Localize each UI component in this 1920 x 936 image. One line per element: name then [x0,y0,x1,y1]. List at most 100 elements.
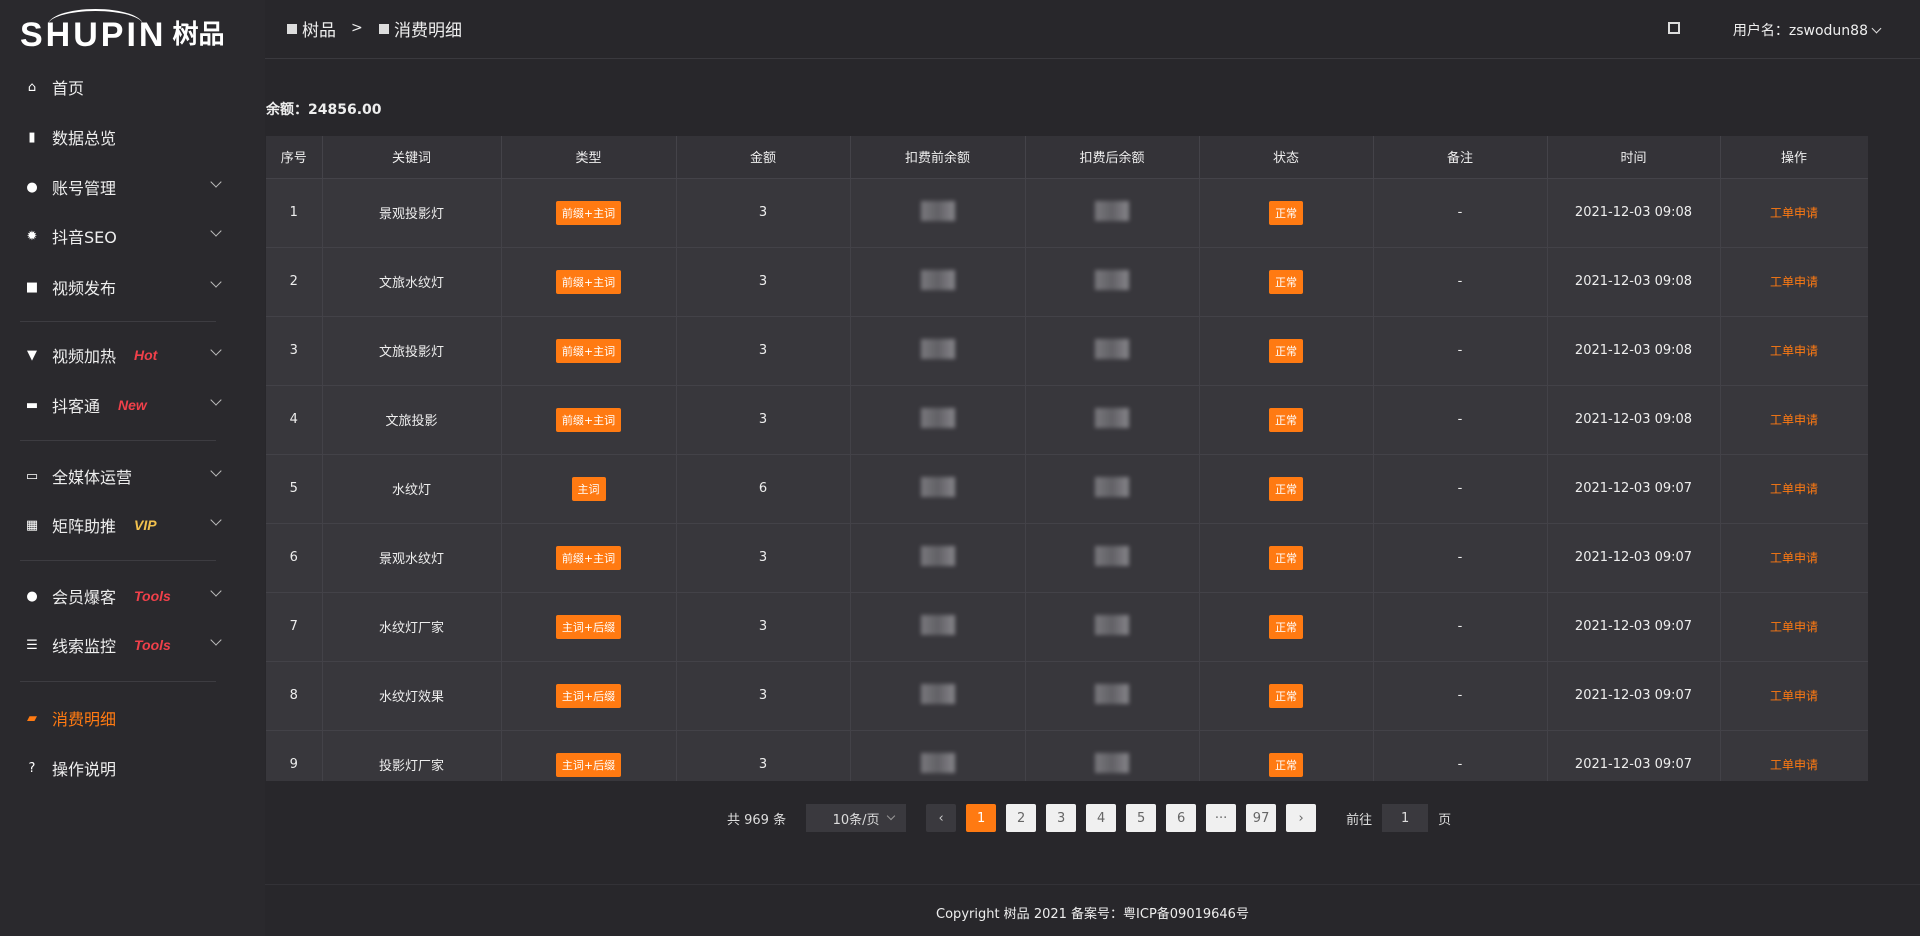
sidebar-item[interactable]: ■ 视频发布 [0,267,232,307]
amount: 3 [676,730,851,781]
time: 2021-12-03 09:07 [1547,730,1721,781]
page-button[interactable]: ··· [1206,804,1237,832]
logo[interactable]: SHUPIN 树品 [20,9,225,54]
row-index: 8 [266,661,323,731]
table-row: 9 投影灯厂家 主词+后缀 3 正常 - 2021-12-03 09:07 工单… [266,730,1868,781]
ticket-request-link[interactable]: 工单申请 [1769,758,1818,772]
user-menu[interactable]: 用户名：zswodun88 [1733,20,1882,40]
sidebar: SHUPIN 树品 ⌂ 首页 ▮ 数据总览 ● 账号管理 ✹ 抖音SEO ■ 视频发布 ▼ 视频加热 H… [0,0,265,936]
page-button[interactable]: 4 [1086,804,1117,832]
table-row: 5 水纹灯 主词 6 正常 - 2021-12-03 09:07 工单申请 [266,454,1868,524]
balance-before [850,385,1026,455]
sidebar-item[interactable]: ▰ 消费明细 [0,698,232,738]
fullscreen-icon[interactable] [1668,22,1680,34]
sidebar-item-label: 首页 [52,79,85,98]
sidebar-item[interactable]: ⌂ 首页 [0,67,232,107]
type-badge: 主词+后缀 [555,752,622,777]
ticket-request-link[interactable]: 工单申请 [1769,482,1818,496]
type-cell: 前缀+主词 [501,178,677,248]
divider [20,440,216,441]
redacted-value [1095,476,1129,497]
remark: - [1373,730,1548,781]
sidebar-item[interactable]: ● 会员爆客 Tools [0,576,232,616]
balance-after [1025,730,1200,781]
chevron-down-icon [210,514,222,526]
logo-cn: 树品 [172,20,225,50]
type-cell: 主词+后缀 [501,592,677,662]
redacted-value [920,683,955,704]
sidebar-item[interactable]: ✹ 抖音SEO [0,216,232,256]
balance-before [850,247,1026,317]
sidebar-item[interactable]: ▦ 矩阵助推 VIP [0,505,232,545]
sidebar-item-label: 消费明细 [52,710,117,729]
user-icon: ● [26,179,38,195]
page-button[interactable]: 97 [1246,804,1277,832]
action-cell: 工单申请 [1720,454,1868,524]
sidebar-item-label: 抖音SEO [52,228,117,247]
status-cell: 正常 [1199,178,1374,248]
table-row: 7 水纹灯厂家 主词+后缀 3 正常 - 2021-12-03 09:07 工单… [266,592,1868,662]
amount: 6 [676,454,851,524]
sidebar-badge: New [118,397,147,413]
ticket-request-link[interactable]: 工单申请 [1769,689,1818,703]
sidebar-item[interactable]: ▮ 数据总览 [0,117,232,157]
goto-label: 前往 [1346,812,1373,828]
remark: - [1373,247,1548,317]
page-button[interactable]: 5 [1126,804,1157,832]
column-header: 扣费前余额 [850,136,1026,179]
breadcrumb-current: 消费明细 [379,16,462,41]
sidebar-item[interactable]: ☰ 线索监控 Tools [0,625,232,665]
row-index: 3 [266,316,323,386]
balance-before [850,454,1026,524]
page-button[interactable]: 1 [966,804,997,832]
ticket-request-link[interactable]: 工单申请 [1769,275,1818,289]
sidebar-item-label: 矩阵助推 [52,517,117,536]
balance-after [1025,316,1200,386]
time: 2021-12-03 09:08 [1547,247,1721,317]
time: 2021-12-03 09:08 [1547,316,1721,386]
column-header: 状态 [1199,136,1374,179]
ticket-request-link[interactable]: 工单申请 [1769,344,1818,358]
column-header: 时间 [1547,136,1721,179]
remark: - [1373,592,1548,662]
ticket-request-link[interactable]: 工单申请 [1769,413,1818,427]
keyword: 文旅投影 [322,385,502,455]
balance-before [850,178,1026,248]
type-badge: 主词+后缀 [555,614,622,639]
table-row: 2 文旅水纹灯 前缀+主词 3 正常 - 2021-12-03 09:08 工单… [266,247,1868,317]
balance-after [1025,178,1200,248]
sidebar-item[interactable]: ▼ 视频加热 Hot [0,335,232,375]
chevron-down-icon [886,811,896,821]
sidebar-item[interactable]: ▭ 全媒体运营 [0,456,232,496]
redacted-value [1095,683,1129,704]
page-button[interactable]: 2 [1006,804,1037,832]
sidebar-item-label: 视频发布 [52,279,117,298]
action-cell: 工单申请 [1720,178,1868,248]
prev-page-button[interactable]: ‹ [926,804,957,832]
page-button[interactable]: 3 [1046,804,1077,832]
sidebar-item[interactable]: ● 账号管理 [0,167,232,207]
logo-arc [48,9,143,25]
status-badge: 正常 [1269,683,1303,708]
amount: 3 [676,385,851,455]
help-icon: ? [28,760,36,776]
sidebar-item[interactable]: ▬ 抖客通 New [0,385,232,425]
sidebar-badge: Hot [134,347,158,363]
status-cell: 正常 [1199,247,1374,317]
next-page-button[interactable]: › [1286,804,1317,832]
ticket-request-link[interactable]: 工单申请 [1769,620,1818,634]
breadcrumb-separator: > [351,20,363,36]
column-header: 操作 [1720,136,1868,179]
breadcrumb-home[interactable]: 树品 [287,16,336,41]
type-badge: 前缀+主词 [555,269,622,294]
ticket-request-link[interactable]: 工单申请 [1769,551,1818,565]
page-size-select[interactable]: 10条/页 [806,804,907,832]
balance-before [850,661,1026,731]
grid-icon: ▦ [25,517,39,533]
page-button[interactable]: 6 [1166,804,1197,832]
ticket-request-link[interactable]: 工单申请 [1769,206,1818,220]
status-badge: 正常 [1269,545,1303,570]
goto-page-input[interactable]: 1 [1382,804,1429,832]
remark: - [1373,454,1548,524]
sidebar-item[interactable]: ? 操作说明 [0,748,232,788]
